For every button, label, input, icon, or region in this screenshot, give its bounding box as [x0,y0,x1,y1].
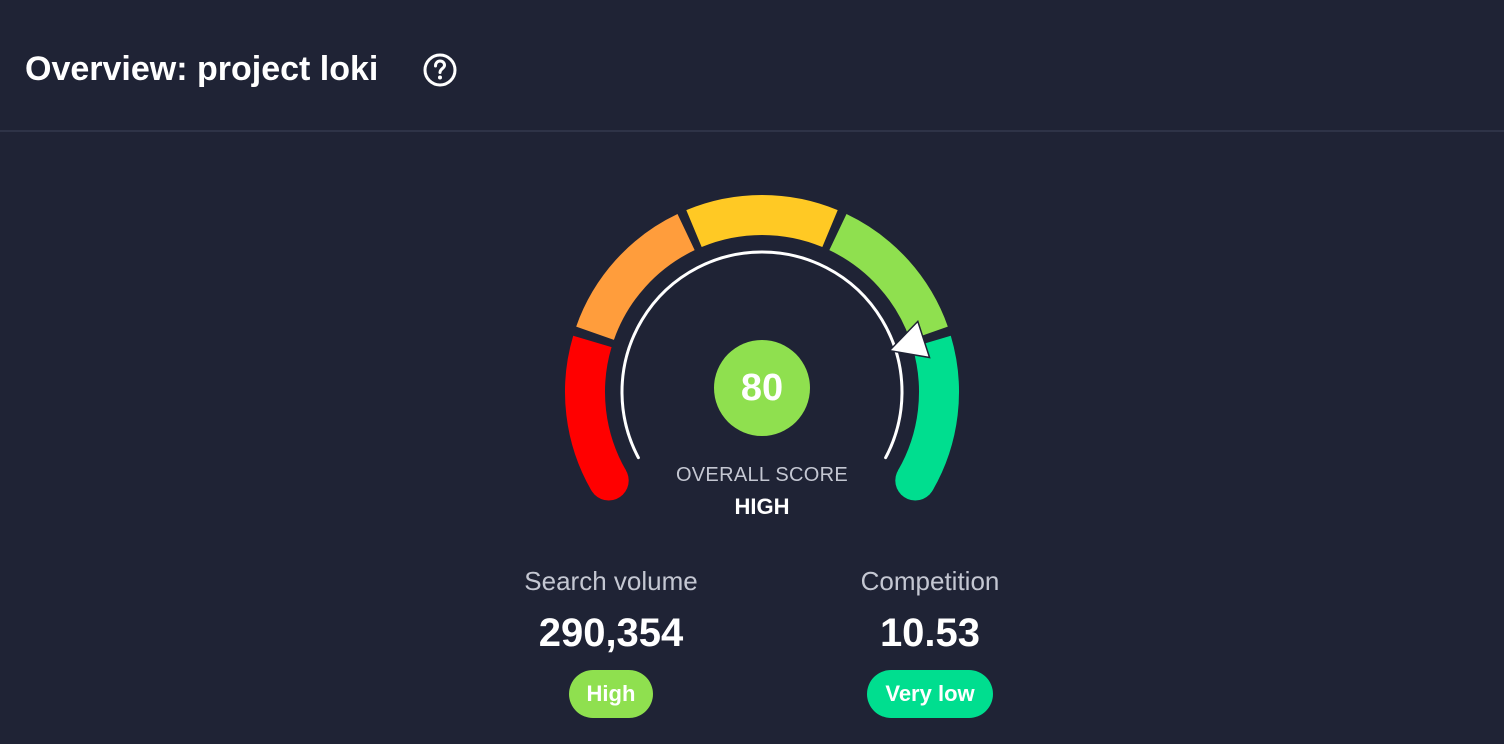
score-gauge [565,195,959,501]
gauge-segment-green [897,335,959,491]
gauge-cap-end [895,460,936,501]
search-volume-value: 290,354 [538,611,684,655]
score-circle: 80 [714,340,810,436]
gauge-pointer [887,319,931,359]
competition-metric: Competition 10.53 Very low [780,566,1080,718]
competition-badge: Very low [867,670,993,718]
search-volume-label: Search volume [524,566,698,596]
gauge-cap-start [588,460,629,501]
search-volume-badge: High [568,670,654,718]
gauge-segment-orange [576,214,696,341]
search-volume-metric: Search volume 290,354 High [461,566,761,718]
competition-value: 10.53 [879,611,981,655]
gauge-segment-red [565,335,627,491]
page-title: Overview: project loki [25,50,379,88]
gauge-inner-arc [620,250,904,460]
page-header: Overview: project loki [0,0,1504,132]
gauge-segment-yellow [686,195,838,248]
question-circle-icon[interactable] [422,52,458,88]
overall-score-level: HIGH [734,494,790,519]
competition-label: Competition [860,566,1000,596]
gauge-segment-lightgreen [828,214,948,341]
overall-score-label: OVERALL SCORE [675,464,849,486]
